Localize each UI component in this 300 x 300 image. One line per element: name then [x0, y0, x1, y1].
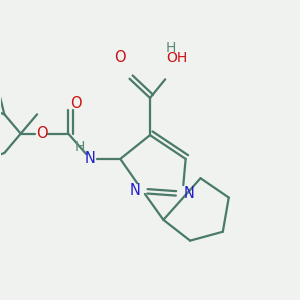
Text: N: N: [183, 186, 194, 201]
Text: N: N: [130, 183, 141, 198]
Text: O: O: [36, 126, 47, 141]
Text: N: N: [85, 152, 96, 166]
Text: H: H: [166, 41, 176, 55]
Text: O: O: [70, 96, 82, 111]
Text: OH: OH: [166, 51, 188, 65]
Text: H: H: [75, 140, 85, 154]
Text: O: O: [115, 50, 126, 65]
